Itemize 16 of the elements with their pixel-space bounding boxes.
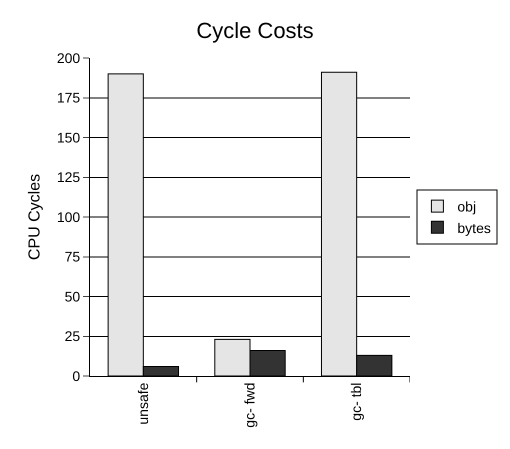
y-tick-label: 150 — [56, 129, 80, 146]
y-tick-label: 125 — [56, 169, 80, 186]
chart-title: Cycle Costs — [196, 18, 314, 43]
y-tick-label: 0 — [72, 368, 80, 384]
y-tick-label: 175 — [56, 90, 80, 106]
x-tick-label: unsafe — [134, 382, 151, 425]
y-axis-title: CPU Cycles — [26, 174, 44, 260]
legend-label: bytes — [457, 220, 491, 236]
y-tick-label: 200 — [56, 50, 80, 66]
y-tick-label: 25 — [64, 328, 80, 344]
y-tick-label: 100 — [56, 208, 80, 225]
legend-label: obj — [457, 198, 476, 215]
x-tick-label: gc- tbl — [348, 382, 364, 421]
y-tick-label: 75 — [64, 248, 80, 265]
y-tick-label: 50 — [64, 288, 80, 304]
x-tick-label: gc- fwd — [242, 382, 258, 428]
